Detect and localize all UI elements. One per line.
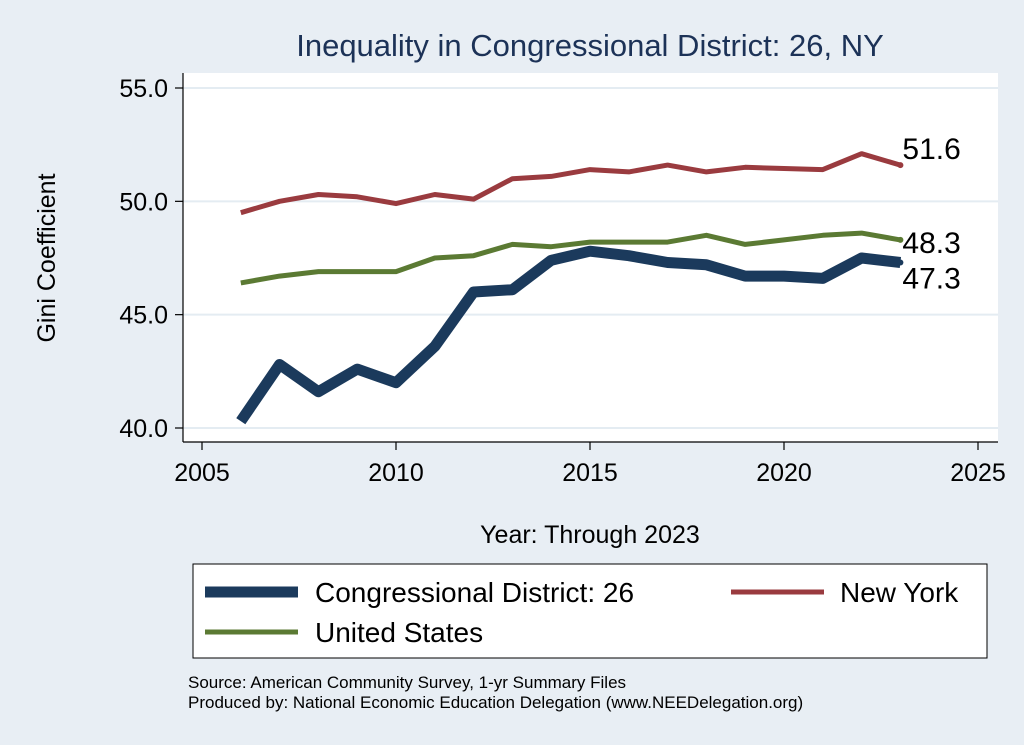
end-marker [897, 259, 904, 266]
district-line [236, 245, 902, 425]
legend-label-district: Congressional District: 26 [315, 577, 634, 608]
united-states-line [240, 230, 901, 286]
x-tick-label: 2025 [950, 459, 1006, 487]
y-axis-title: Gini Coefficient [33, 173, 61, 342]
x-tick-label: 2010 [368, 459, 424, 487]
legend-box [192, 563, 988, 659]
x-tick-label: 2020 [756, 459, 812, 487]
x-axis-title: Year: Through 2023 [480, 521, 700, 549]
series-lines [236, 151, 902, 425]
legend-label-united-states: United States [315, 617, 483, 648]
united-states-end-label: 48.3 [902, 227, 960, 260]
end-labels: 47.3 51.6 48.3 [897, 133, 961, 296]
x-tick-label: 2015 [562, 459, 618, 487]
new-york-line [240, 151, 902, 216]
end-marker [897, 236, 904, 243]
y-tick-label: 45.0 [119, 302, 168, 330]
chart-title: Inequality in Congressional District: 26… [296, 28, 884, 63]
y-tick-label: 40.0 [119, 415, 168, 443]
legend-label-new-york: New York [840, 577, 959, 608]
y-tick-label: 55.0 [119, 75, 168, 103]
gridlines [183, 87, 998, 429]
end-marker [897, 162, 904, 169]
x-tick-label: 2005 [174, 459, 230, 487]
producer-note: Produced by: National Economic Education… [188, 693, 803, 712]
district-end-label: 47.3 [902, 263, 960, 296]
axis-ticks: 40.0 45.0 50.0 55.0 2005 2010 2015 2020 2025 [119, 75, 1005, 487]
y-tick-label: 50.0 [119, 188, 168, 216]
new-york-end-label: 51.6 [902, 133, 960, 166]
source-note: Source: American Community Survey, 1-yr … [188, 673, 626, 692]
